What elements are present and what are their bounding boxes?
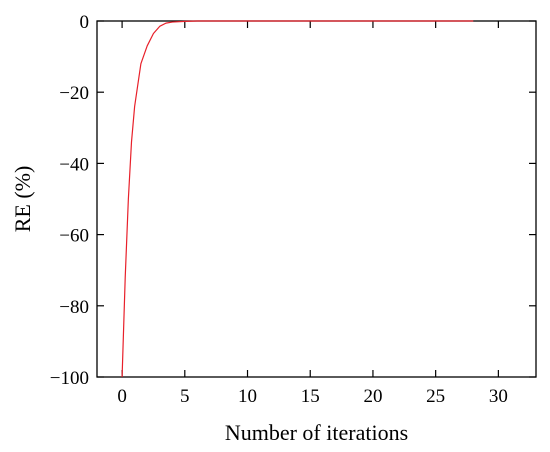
series [121,20,474,378]
x-tick-label: 15 [301,386,320,407]
ticks [97,20,536,378]
x-tick-label: 10 [238,386,257,407]
y-tick-label: −80 [59,297,89,318]
y-tick-label: −40 [59,154,89,175]
y-axis-label: RE (%) [10,166,35,233]
series-line [121,20,474,378]
y-tick-label: 0 [80,12,90,33]
x-tick-label: 0 [117,386,127,407]
x-tick-label: 5 [180,386,190,407]
plot-frame [96,20,537,378]
x-tick-label: 20 [363,386,382,407]
y-tick-label: −100 [50,368,89,389]
y-tick-label: −20 [59,83,89,104]
x-tick-label: 30 [489,386,508,407]
x-tick-label: 25 [426,386,445,407]
tick-labels: 0 5 10 15 20 25 30 0 −20 −40 −60 −80 −100 [50,12,508,407]
plot-area [96,20,537,378]
x-axis-label: Number of iterations [225,420,408,445]
y-tick-label: −60 [59,226,89,247]
